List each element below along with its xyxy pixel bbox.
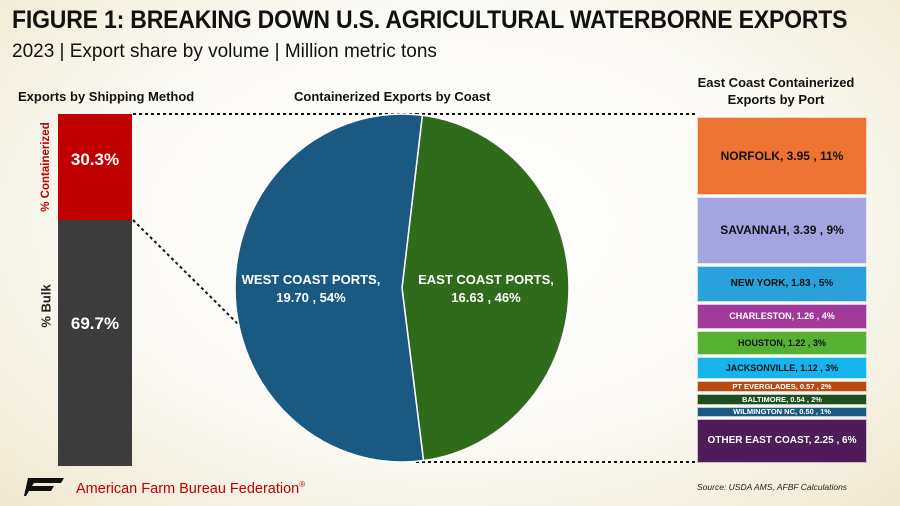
port-label: HOUSTON, 1.22 , 3%: [738, 337, 826, 348]
port-bar-baltimore: BALTIMORE, 0.54 , 2%: [697, 393, 867, 405]
port-label: SAVANNAH, 3.39 , 9%: [720, 223, 844, 238]
chart-title: FIGURE 1: BREAKING DOWN U.S. AGRICULTURA…: [12, 6, 848, 34]
bulk-bar: 69.7%: [58, 220, 132, 466]
east-slice-label: EAST COAST PORTS,: [418, 272, 554, 287]
containerized-bar: 30.3%: [58, 114, 132, 220]
port-label: BALTIMORE, 0.54 , 2%: [742, 394, 822, 404]
west-slice-label: WEST COAST PORTS,: [242, 272, 381, 287]
bulk-value-label: 69.7%: [70, 314, 120, 333]
port-label: WILMINGTON NC, 0.50 , 1%: [733, 407, 831, 417]
port-bar-wilmington-nc: WILMINGTON NC, 0.50 , 1%: [697, 406, 867, 417]
port-bar-other-east-coast: OTHER EAST COAST, 2.25 , 6%: [697, 418, 867, 463]
afbf-logo-icon: FB: [24, 478, 64, 496]
east-slice-value: 16.63 , 46%: [451, 290, 521, 305]
port-bar-houston: HOUSTON, 1.22 , 3%: [697, 330, 867, 355]
port-label: NEW YORK, 1.83 , 5%: [730, 278, 834, 290]
port-label: OTHER EAST COAST, 2.25 , 6%: [707, 435, 857, 447]
port-label: NORFOLK, 3.95 , 11%: [720, 148, 844, 163]
containerized-value-label: 30.3%: [70, 150, 120, 169]
port-bar-charleston: CHARLESTON, 1.26 , 4%: [697, 303, 867, 329]
port-label: PT EVERGLADES, 0.57 , 2%: [732, 381, 832, 391]
port-bar-savannah: SAVANNAH, 3.39 , 9%: [697, 196, 867, 264]
port-bar-norfolk: NORFOLK, 3.95 , 11%: [697, 117, 867, 195]
connector-line-bottom-left: [132, 219, 241, 327]
port-label: JACKSONVILLE, 1.12 , 3%: [725, 362, 839, 373]
west-slice-value: 19.70 , 54%: [276, 290, 346, 305]
port-bar-new-york: NEW YORK, 1.83 , 5%: [697, 265, 867, 302]
pie-slice-east-coast: [401, 114, 570, 462]
port-label: CHARLESTON, 1.26 , 4%: [729, 311, 835, 322]
pie-slice-west-coast: [234, 113, 425, 463]
coast-pie-title: Containerized Exports by Coast: [294, 89, 491, 104]
source-note: Source: USDA AMS, AFBF Calculations: [697, 482, 848, 492]
port-chart-title: East Coast Containerized Exports by Port: [697, 75, 855, 107]
port-bar-jacksonville: JACKSONVILLE, 1.12 , 3%: [697, 356, 867, 379]
port-bar-pt-everglades: PT EVERGLADES, 0.57 , 2%: [697, 380, 867, 392]
shipping-method-title: Exports by Shipping Method: [18, 89, 195, 104]
organization-name: American Farm Bureau Federation®: [76, 480, 306, 497]
chart-subtitle: 2023 | Export share by volume | Million …: [12, 41, 437, 62]
